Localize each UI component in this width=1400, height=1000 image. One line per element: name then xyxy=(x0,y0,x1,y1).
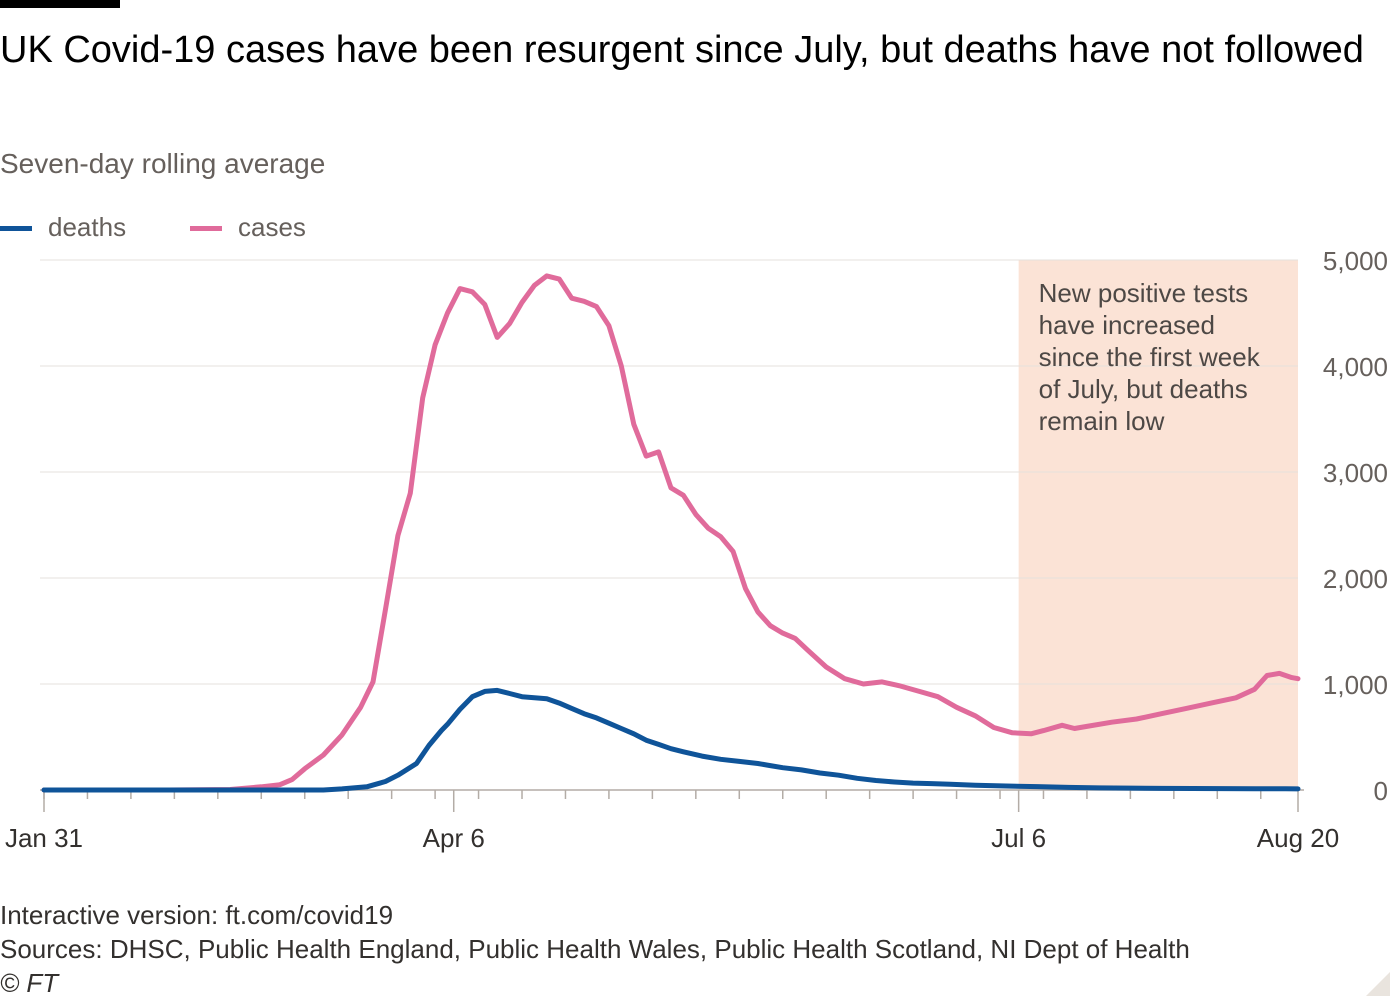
legend-label-deaths: deaths xyxy=(48,212,127,242)
grid-lines xyxy=(40,259,1298,685)
y-tick-label: 3,000 xyxy=(1323,458,1388,488)
interactive-link[interactable]: Interactive version: ft.com/covid19 xyxy=(0,900,394,930)
annotation-line: since the first week xyxy=(1039,342,1261,372)
y-tick-label: 5,000 xyxy=(1323,250,1388,276)
corner-fold-icon xyxy=(1366,972,1390,996)
series-line-cases xyxy=(41,273,1301,793)
footer: Interactive version: ft.com/covid19 Sour… xyxy=(0,898,1190,1000)
legend-label-cases: cases xyxy=(238,212,306,242)
annotation-line: New positive tests xyxy=(1039,278,1249,308)
x-tick-label: Apr 6 xyxy=(423,823,485,853)
chart-title: UK Covid-19 cases have been resurgent si… xyxy=(0,29,1364,71)
y-tick-label: 1,000 xyxy=(1323,670,1388,700)
x-tick-label: Jul 6 xyxy=(991,823,1046,853)
legend-swatch-cases xyxy=(190,226,222,231)
sources-note: Sources: DHSC, Public Health England, Pu… xyxy=(0,934,1190,964)
y-tick-label: 4,000 xyxy=(1323,352,1388,382)
x-tick-label: Aug 20 xyxy=(1257,823,1339,853)
y-tick-label: 2,000 xyxy=(1323,564,1388,594)
y-tick-label: 0 xyxy=(1374,776,1388,806)
brand-bar xyxy=(0,0,120,8)
credit: © FT xyxy=(0,968,59,998)
x-tick-label: Jan 31 xyxy=(5,823,83,853)
chart-subtitle: Seven-day rolling average xyxy=(0,148,326,179)
annotation-line: of July, but deaths xyxy=(1039,374,1248,404)
annotation-shaded-region xyxy=(1018,260,1298,790)
annotation-text: New positive tests have increased since th… xyxy=(1039,278,1261,436)
y-axis-tick-labels: 0 1,000 2,000 3,000 4,000 5,000 xyxy=(1323,250,1388,806)
legend-swatch-deaths xyxy=(0,226,32,231)
series-line-deaths xyxy=(41,687,1301,793)
x-axis-ticks xyxy=(43,790,1299,812)
line-chart: 0 1,000 2,000 3,000 4,000 5,000 Jan 31 Apr 6 Ju… xyxy=(5,250,1388,853)
x-axis-tick-labels: Jan 31 Apr 6 Jul 6 Aug 20 xyxy=(5,823,1339,853)
annotation-line: remain low xyxy=(1039,406,1165,436)
annotation-line: have increased xyxy=(1039,310,1215,340)
